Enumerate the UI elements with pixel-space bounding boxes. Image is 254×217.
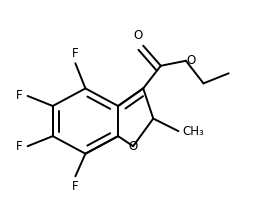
Text: O: O (128, 140, 137, 153)
Text: F: F (72, 46, 78, 59)
Text: O: O (133, 29, 142, 42)
Text: O: O (186, 54, 195, 67)
Text: CH₃: CH₃ (181, 125, 203, 138)
Text: F: F (16, 89, 23, 102)
Text: F: F (72, 180, 78, 193)
Text: F: F (16, 140, 23, 153)
